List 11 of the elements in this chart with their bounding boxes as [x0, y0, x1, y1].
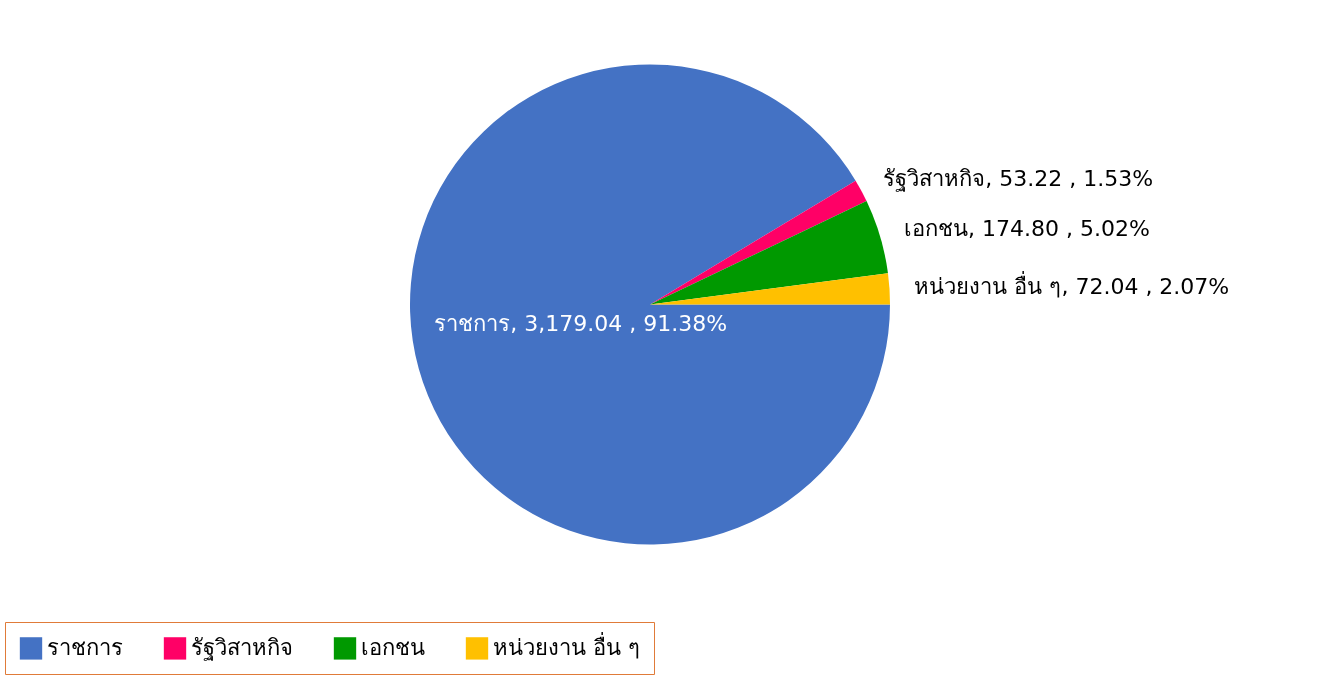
data-label: หน่วยงาน อื่น ๆ, 72.04 , 2.07%: [914, 271, 1230, 300]
legend-label: เอกชน: [361, 635, 425, 661]
legend-label: ราชการ: [47, 635, 123, 661]
data-label: รัฐวิสาหกิจ, 53.22 , 1.53%: [883, 165, 1154, 192]
pie-slice: [650, 273, 890, 305]
legend-label: หน่วยงาน อื่น ๆ: [493, 632, 640, 661]
pie-slice: [650, 180, 867, 305]
legend-label: รัฐวิสาหกิจ: [191, 635, 293, 662]
pie-slice: [650, 201, 888, 305]
data-label: ราชการ, 3,179.04 , 91.38%: [434, 310, 728, 336]
data-label: เอกชน, 174.80 , 5.02%: [904, 216, 1150, 242]
